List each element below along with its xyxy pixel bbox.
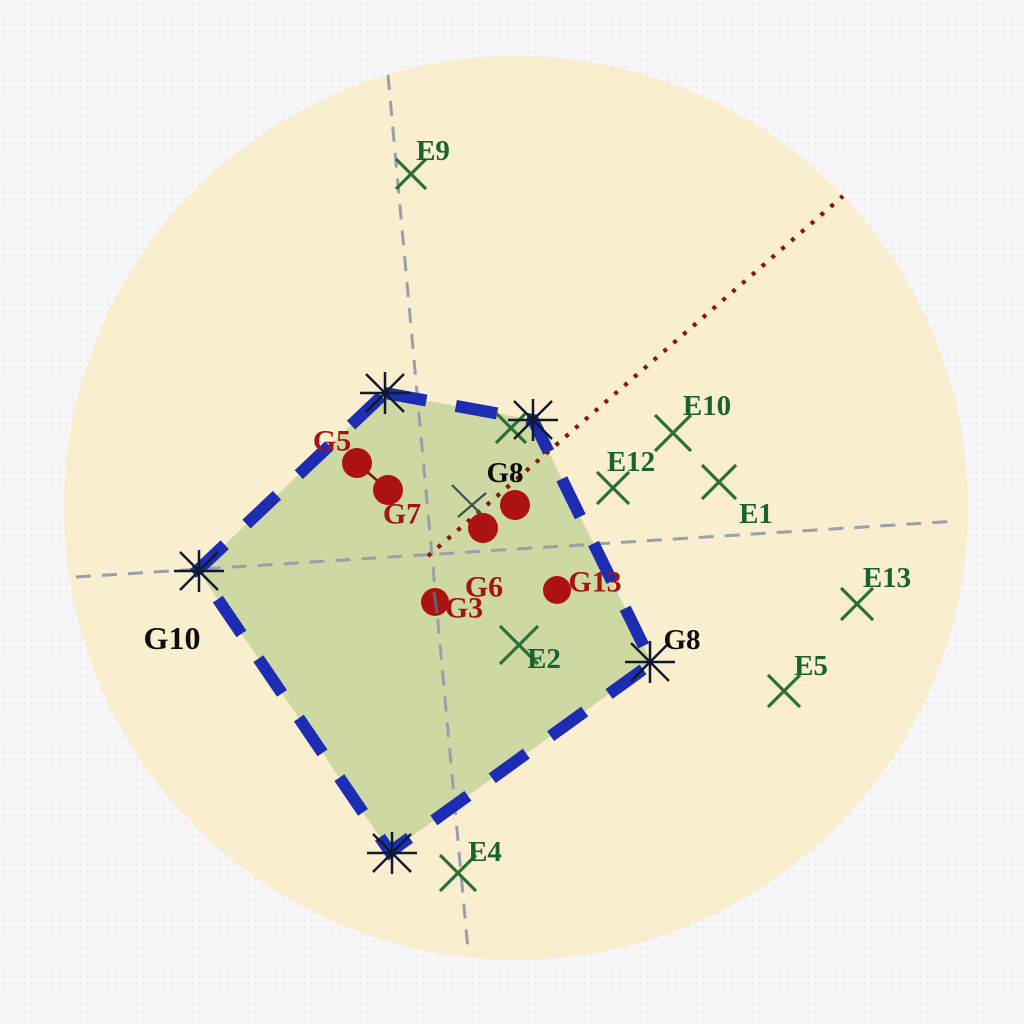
zone-polygon-fill <box>198 393 652 852</box>
point-label: E10 <box>683 390 731 422</box>
g-dot <box>342 448 372 478</box>
e-x-marker <box>653 413 693 453</box>
e-x-marker <box>494 411 528 445</box>
vertex-star-marker <box>630 642 670 682</box>
zone-polygon-border <box>190 386 660 861</box>
vertex-star-marker <box>513 400 553 440</box>
g-dot <box>468 513 498 543</box>
horizontal-dashed-line <box>75 519 959 579</box>
g-dot <box>500 490 530 520</box>
dotted-ray <box>426 194 845 558</box>
point-label: E1 <box>739 498 773 530</box>
e-x-marker <box>766 673 802 709</box>
misc-x-marker <box>457 492 487 518</box>
point-label: E4 <box>468 836 502 868</box>
e-x-marker <box>595 470 631 506</box>
vertex-star-marker <box>365 373 405 413</box>
point-label: E5 <box>794 650 828 682</box>
point-label: G3 <box>445 592 483 625</box>
point-label: E9 <box>416 135 450 167</box>
point-label: G5 <box>313 425 351 458</box>
g-dot <box>543 576 571 604</box>
point-label: E13 <box>863 562 911 594</box>
g-dot <box>373 475 403 505</box>
point-label: E2 <box>527 643 561 675</box>
dash-tick <box>432 591 439 614</box>
point-label: G6 <box>465 571 503 604</box>
e-x-marker <box>394 157 428 191</box>
e-x-marker <box>700 463 738 501</box>
point-label: G8 <box>663 624 700 656</box>
e-x-marker <box>498 624 540 666</box>
e-x-marker <box>438 853 478 893</box>
point-label: E12 <box>607 446 655 478</box>
point-label: G13 <box>568 566 621 599</box>
vertex-star-marker <box>179 551 219 591</box>
point-label: G7 <box>383 498 421 531</box>
e-x-marker <box>839 586 875 622</box>
point-label: G8 <box>486 457 523 489</box>
vertex-star-marker <box>372 833 412 873</box>
point-label: G10 <box>144 620 201 656</box>
